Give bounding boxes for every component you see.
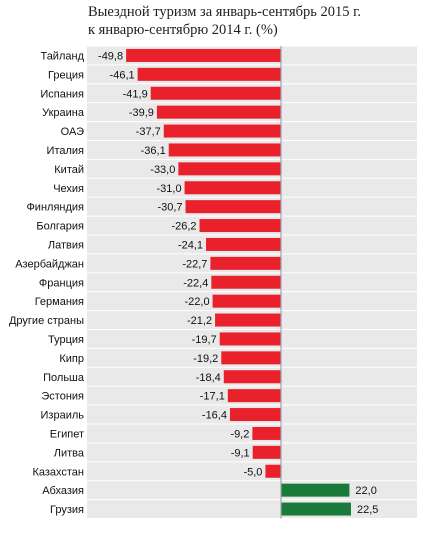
bar-negative: [163, 124, 281, 138]
row-band: [87, 443, 417, 462]
bar-negative: [178, 162, 281, 176]
chart-title-line-2: к январю-сентябрю 2014 г. (%): [88, 22, 278, 38]
value-label: -22,0: [185, 296, 210, 308]
category-label: Италия: [47, 145, 85, 157]
value-label: -16,4: [202, 410, 227, 422]
category-label: Латвия: [48, 239, 84, 251]
category-label: Греция: [48, 69, 84, 81]
category-label: Другие страны: [9, 315, 84, 327]
category-label: Франция: [39, 277, 84, 289]
bar-negative: [126, 48, 281, 62]
value-label: -39,9: [129, 107, 154, 119]
bar-negative: [168, 143, 281, 157]
category-label: Тайланд: [40, 50, 84, 62]
value-label: 22,5: [357, 504, 378, 516]
category-label: Польша: [43, 372, 85, 384]
value-label: -17,1: [200, 391, 225, 403]
category-label: Германия: [35, 296, 84, 308]
value-label: -30,7: [157, 202, 182, 214]
bar-negative: [223, 370, 281, 384]
value-label: -49,8: [98, 50, 123, 62]
category-label: Египет: [50, 428, 84, 440]
bar-negative: [227, 389, 281, 403]
value-label: -46,1: [110, 69, 135, 81]
value-label: -33,0: [150, 164, 175, 176]
bar-negative: [184, 181, 281, 195]
category-label: Абхазия: [42, 485, 84, 497]
value-label: -19,7: [192, 334, 217, 346]
bar-negative: [199, 219, 281, 233]
category-label: Грузия: [50, 504, 84, 516]
value-label: -5,0: [243, 466, 262, 478]
bar-negative: [206, 237, 281, 251]
row-band: [87, 462, 417, 481]
value-label: -37,7: [136, 126, 161, 138]
category-label: Израиль: [41, 410, 85, 422]
value-label: 22,0: [355, 485, 376, 497]
bar-negative: [221, 351, 281, 365]
category-label: Болгария: [36, 221, 84, 233]
value-label: -9,1: [231, 447, 250, 459]
bar-positive: [281, 483, 350, 497]
value-label: -26,2: [171, 221, 196, 233]
value-label: -36,1: [141, 145, 166, 157]
category-label: Турция: [48, 334, 84, 346]
value-label: -19,2: [193, 353, 218, 365]
category-label: Эстония: [41, 391, 84, 403]
value-label: -21,2: [187, 315, 212, 327]
category-label: Испания: [40, 88, 84, 100]
row-band: [87, 424, 417, 443]
bar-negative: [185, 200, 281, 214]
category-label: Финляндия: [26, 202, 84, 214]
chart-title-line-1: Выездной туризм за январь-сентябрь 2015 …: [88, 4, 362, 20]
value-label: -22,7: [182, 258, 207, 270]
value-label: -9,2: [230, 428, 249, 440]
bar-positive: [281, 502, 351, 516]
bar-negative: [252, 426, 281, 440]
category-label: Украина: [42, 107, 85, 119]
category-label: Кипр: [59, 353, 84, 365]
bar-negative: [219, 332, 281, 346]
bar-negative: [265, 464, 281, 478]
category-label: Чехия: [53, 183, 84, 195]
value-label: -31,0: [157, 183, 182, 195]
chart-title: Выездной туризм за январь-сентябрь 2015 …: [88, 3, 418, 39]
category-label: ОАЭ: [61, 126, 84, 138]
bar-negative: [211, 275, 281, 289]
bar-negative: [156, 105, 281, 119]
bar-negative: [210, 256, 281, 270]
bar-negative: [212, 294, 281, 308]
category-label: Азербайджан: [15, 258, 84, 270]
value-label: -41,9: [123, 88, 148, 100]
category-label: Китай: [54, 164, 84, 176]
value-label: -24,1: [178, 239, 203, 251]
bar-negative: [215, 313, 281, 327]
value-label: -22,4: [183, 277, 208, 289]
bar-negative: [137, 67, 281, 81]
category-label: Казахстан: [32, 466, 84, 478]
bar-negative: [150, 86, 281, 100]
category-label: Литва: [54, 447, 85, 459]
bar-negative: [252, 445, 281, 459]
bar-negative: [229, 408, 281, 422]
value-label: -18,4: [196, 372, 221, 384]
